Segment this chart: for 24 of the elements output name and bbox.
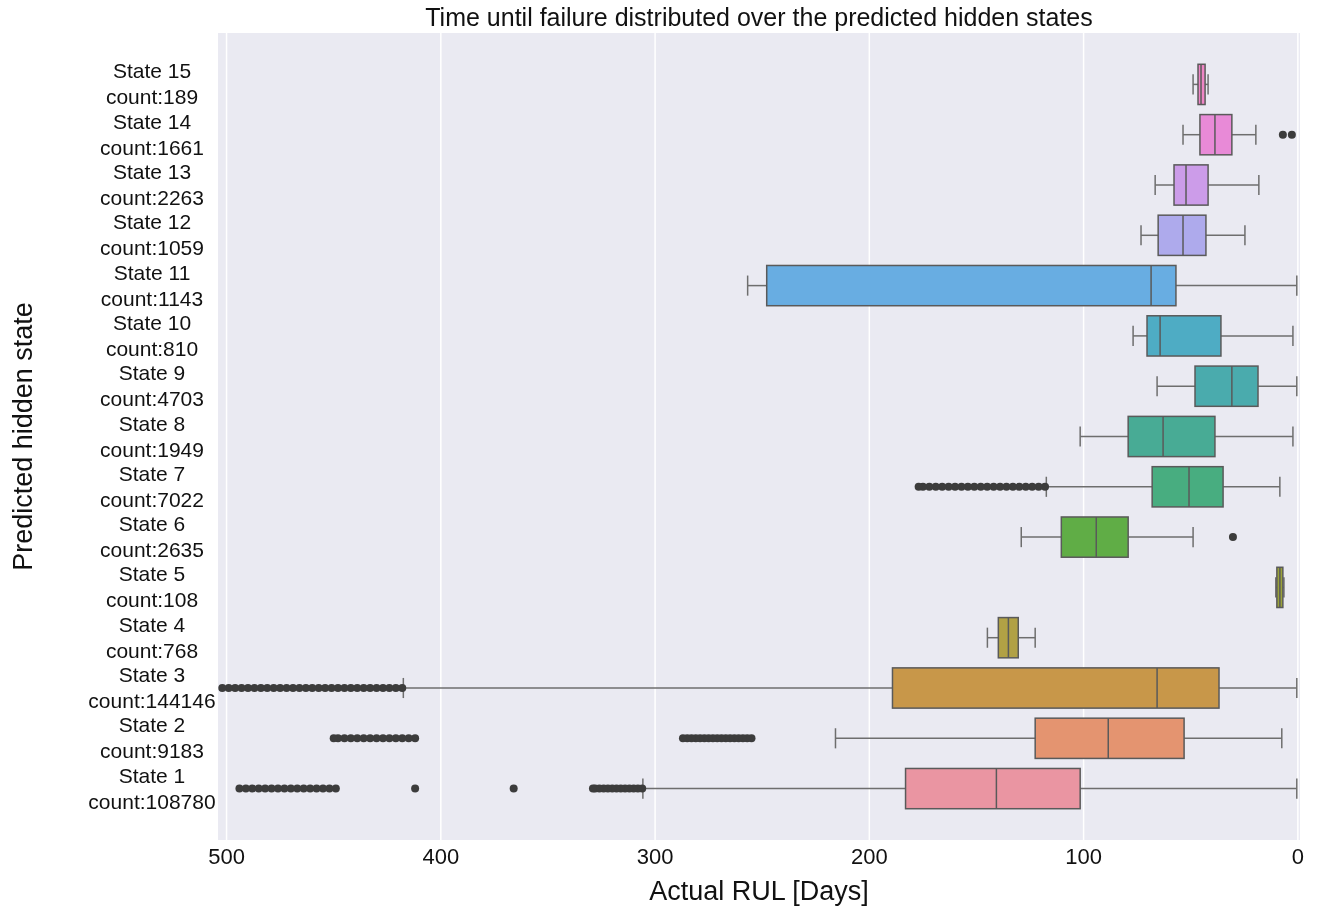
y-tick-label: State 7 count:7022 bbox=[100, 461, 204, 511]
x-tick-label: 300 bbox=[636, 844, 674, 869]
y-tick-label: State 9 count:4703 bbox=[100, 361, 204, 411]
y-axis-title: Predicted hidden state bbox=[8, 302, 38, 571]
y-tick-label: State 8 count:1949 bbox=[100, 411, 204, 461]
y-tick-label: State 2 count:9183 bbox=[100, 713, 204, 763]
y-tick-label: State 3 count:144146 bbox=[88, 663, 216, 712]
y-tick-label: State 4 count:768 bbox=[105, 612, 199, 662]
y-tick-label: State 12 count:1059 bbox=[100, 210, 204, 260]
y-tick-label: State 13 count:2263 bbox=[100, 160, 204, 209]
x-tick-label: 0 bbox=[1291, 844, 1304, 869]
y-tick-label: State 14 count:1661 bbox=[100, 109, 204, 159]
x-axis-title: Actual RUL [Days] bbox=[649, 876, 869, 906]
y-tick-label: State 10 count:810 bbox=[105, 310, 199, 360]
x-tick-label: 100 bbox=[1065, 844, 1102, 869]
x-tick-label: 400 bbox=[422, 844, 460, 869]
y-tick-label: State 11 count:1143 bbox=[100, 260, 204, 310]
chart-title: Time until failure distributed over the predicted hidden states bbox=[425, 3, 1093, 31]
x-tick-label: 500 bbox=[208, 844, 245, 869]
y-tick-label: State 15 count:189 bbox=[105, 59, 199, 109]
y-tick-label: State 6 count:2635 bbox=[100, 512, 204, 562]
y-tick-label: State 5 count:108 bbox=[105, 562, 199, 612]
y-tick-label: State 1 count:108780 bbox=[88, 763, 216, 813]
x-tick-label: 200 bbox=[850, 844, 888, 869]
